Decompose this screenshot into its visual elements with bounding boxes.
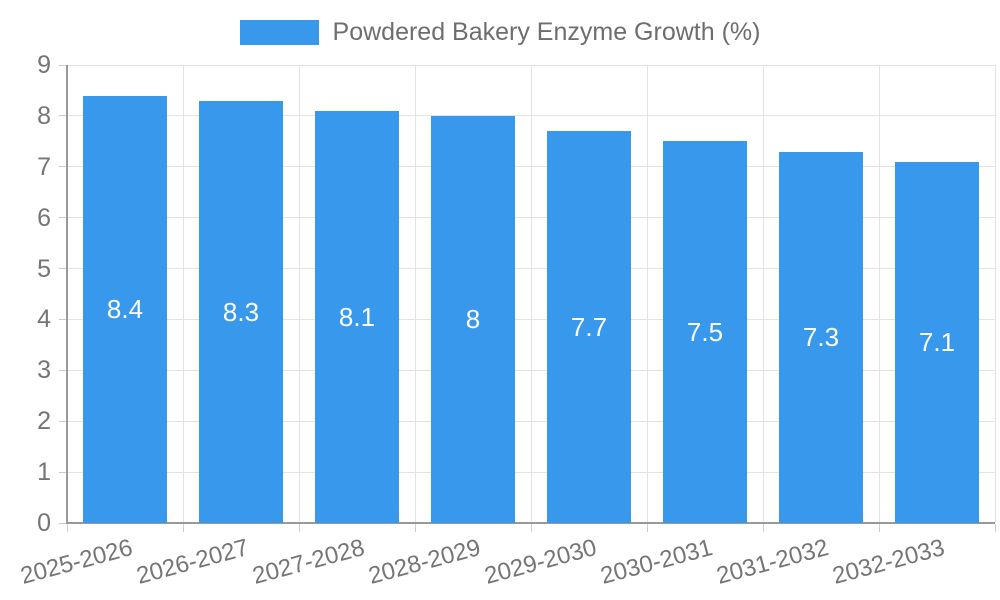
x-axis-category-label: 2025-2026 <box>17 534 136 590</box>
y-axis-tick-label: 7 <box>37 152 51 181</box>
x-gridline <box>646 65 648 523</box>
y-axis-tick-label: 3 <box>37 356 51 385</box>
x-axis-tick <box>66 524 68 532</box>
x-axis-tick <box>182 524 184 532</box>
y-axis-tick <box>59 64 67 66</box>
bar-value-label: 8.1 <box>338 301 376 332</box>
y-axis-tick <box>59 522 67 524</box>
y-axis-tick-label: 9 <box>37 51 51 79</box>
bar-value-label: 8.3 <box>222 296 260 327</box>
bar-2030-2031[interactable] <box>663 141 747 523</box>
legend-label: Powdered Bakery Enzyme Growth (%) <box>332 18 761 46</box>
y-axis-tick-label: 5 <box>37 254 51 283</box>
bar-value-label: 7.5 <box>686 317 724 348</box>
x-axis-category-label: 2031-2032 <box>713 534 832 590</box>
x-gridline <box>530 65 532 523</box>
y-axis-line <box>66 65 68 523</box>
y-axis-tick <box>59 115 67 117</box>
bar-2026-2027[interactable] <box>199 100 283 523</box>
bar-value-label: 7.1 <box>918 327 956 358</box>
x-axis-category-label: 2027-2028 <box>249 534 368 590</box>
y-axis-tick <box>59 268 67 270</box>
x-gridline <box>762 65 764 523</box>
x-axis-tick <box>414 524 416 532</box>
x-axis-line <box>66 522 995 524</box>
y-axis-tick <box>59 471 67 473</box>
bar-value-label: 8.4 <box>106 294 144 325</box>
bar-2025-2026[interactable] <box>83 95 167 523</box>
x-axis-tick <box>994 524 996 532</box>
y-axis-tick-label: 1 <box>37 458 51 487</box>
y-axis-tick-label: 6 <box>37 203 51 232</box>
legend-item[interactable]: Powdered Bakery Enzyme Growth (%) <box>239 17 761 47</box>
y-axis-tick <box>59 420 67 422</box>
x-gridline <box>414 65 416 523</box>
x-axis-category-label: 2028-2029 <box>365 534 484 590</box>
bar-value-label: 7.3 <box>802 322 840 353</box>
x-gridline <box>994 65 996 523</box>
chart-legend: Powdered Bakery Enzyme Growth (%) <box>0 17 1000 47</box>
legend-swatch <box>239 19 319 45</box>
bar-2027-2028[interactable] <box>315 110 399 523</box>
x-gridline <box>182 65 184 523</box>
bar-2032-2033[interactable] <box>895 161 979 523</box>
y-axis-tick <box>59 318 67 320</box>
y-axis-tick-label: 2 <box>37 407 51 436</box>
y-axis-tick <box>59 166 67 168</box>
y-axis-tick-label: 0 <box>37 509 51 537</box>
bar-2031-2032[interactable] <box>779 151 863 523</box>
x-axis-category-label: 2026-2027 <box>133 534 252 590</box>
y-axis-tick-label: 4 <box>37 305 51 334</box>
y-axis-tick <box>59 217 67 219</box>
bar-value-label: 8 <box>465 304 481 335</box>
x-axis-tick <box>530 524 532 532</box>
x-axis-tick <box>646 524 648 532</box>
bar-2028-2029[interactable] <box>431 115 515 523</box>
x-axis-tick <box>762 524 764 532</box>
bar-value-label: 7.7 <box>570 312 608 343</box>
x-axis-category-label: 2029-2030 <box>481 534 600 590</box>
x-gridline <box>298 65 300 523</box>
bar-2029-2030[interactable] <box>547 131 631 523</box>
x-axis-category-label: 2032-2033 <box>829 534 948 590</box>
x-axis-tick <box>878 524 880 532</box>
x-axis-tick <box>298 524 300 532</box>
y-axis-tick <box>59 369 67 371</box>
y-axis-tick-label: 8 <box>37 101 51 130</box>
x-axis-category-label: 2030-2031 <box>597 534 716 590</box>
x-gridline <box>878 65 880 523</box>
